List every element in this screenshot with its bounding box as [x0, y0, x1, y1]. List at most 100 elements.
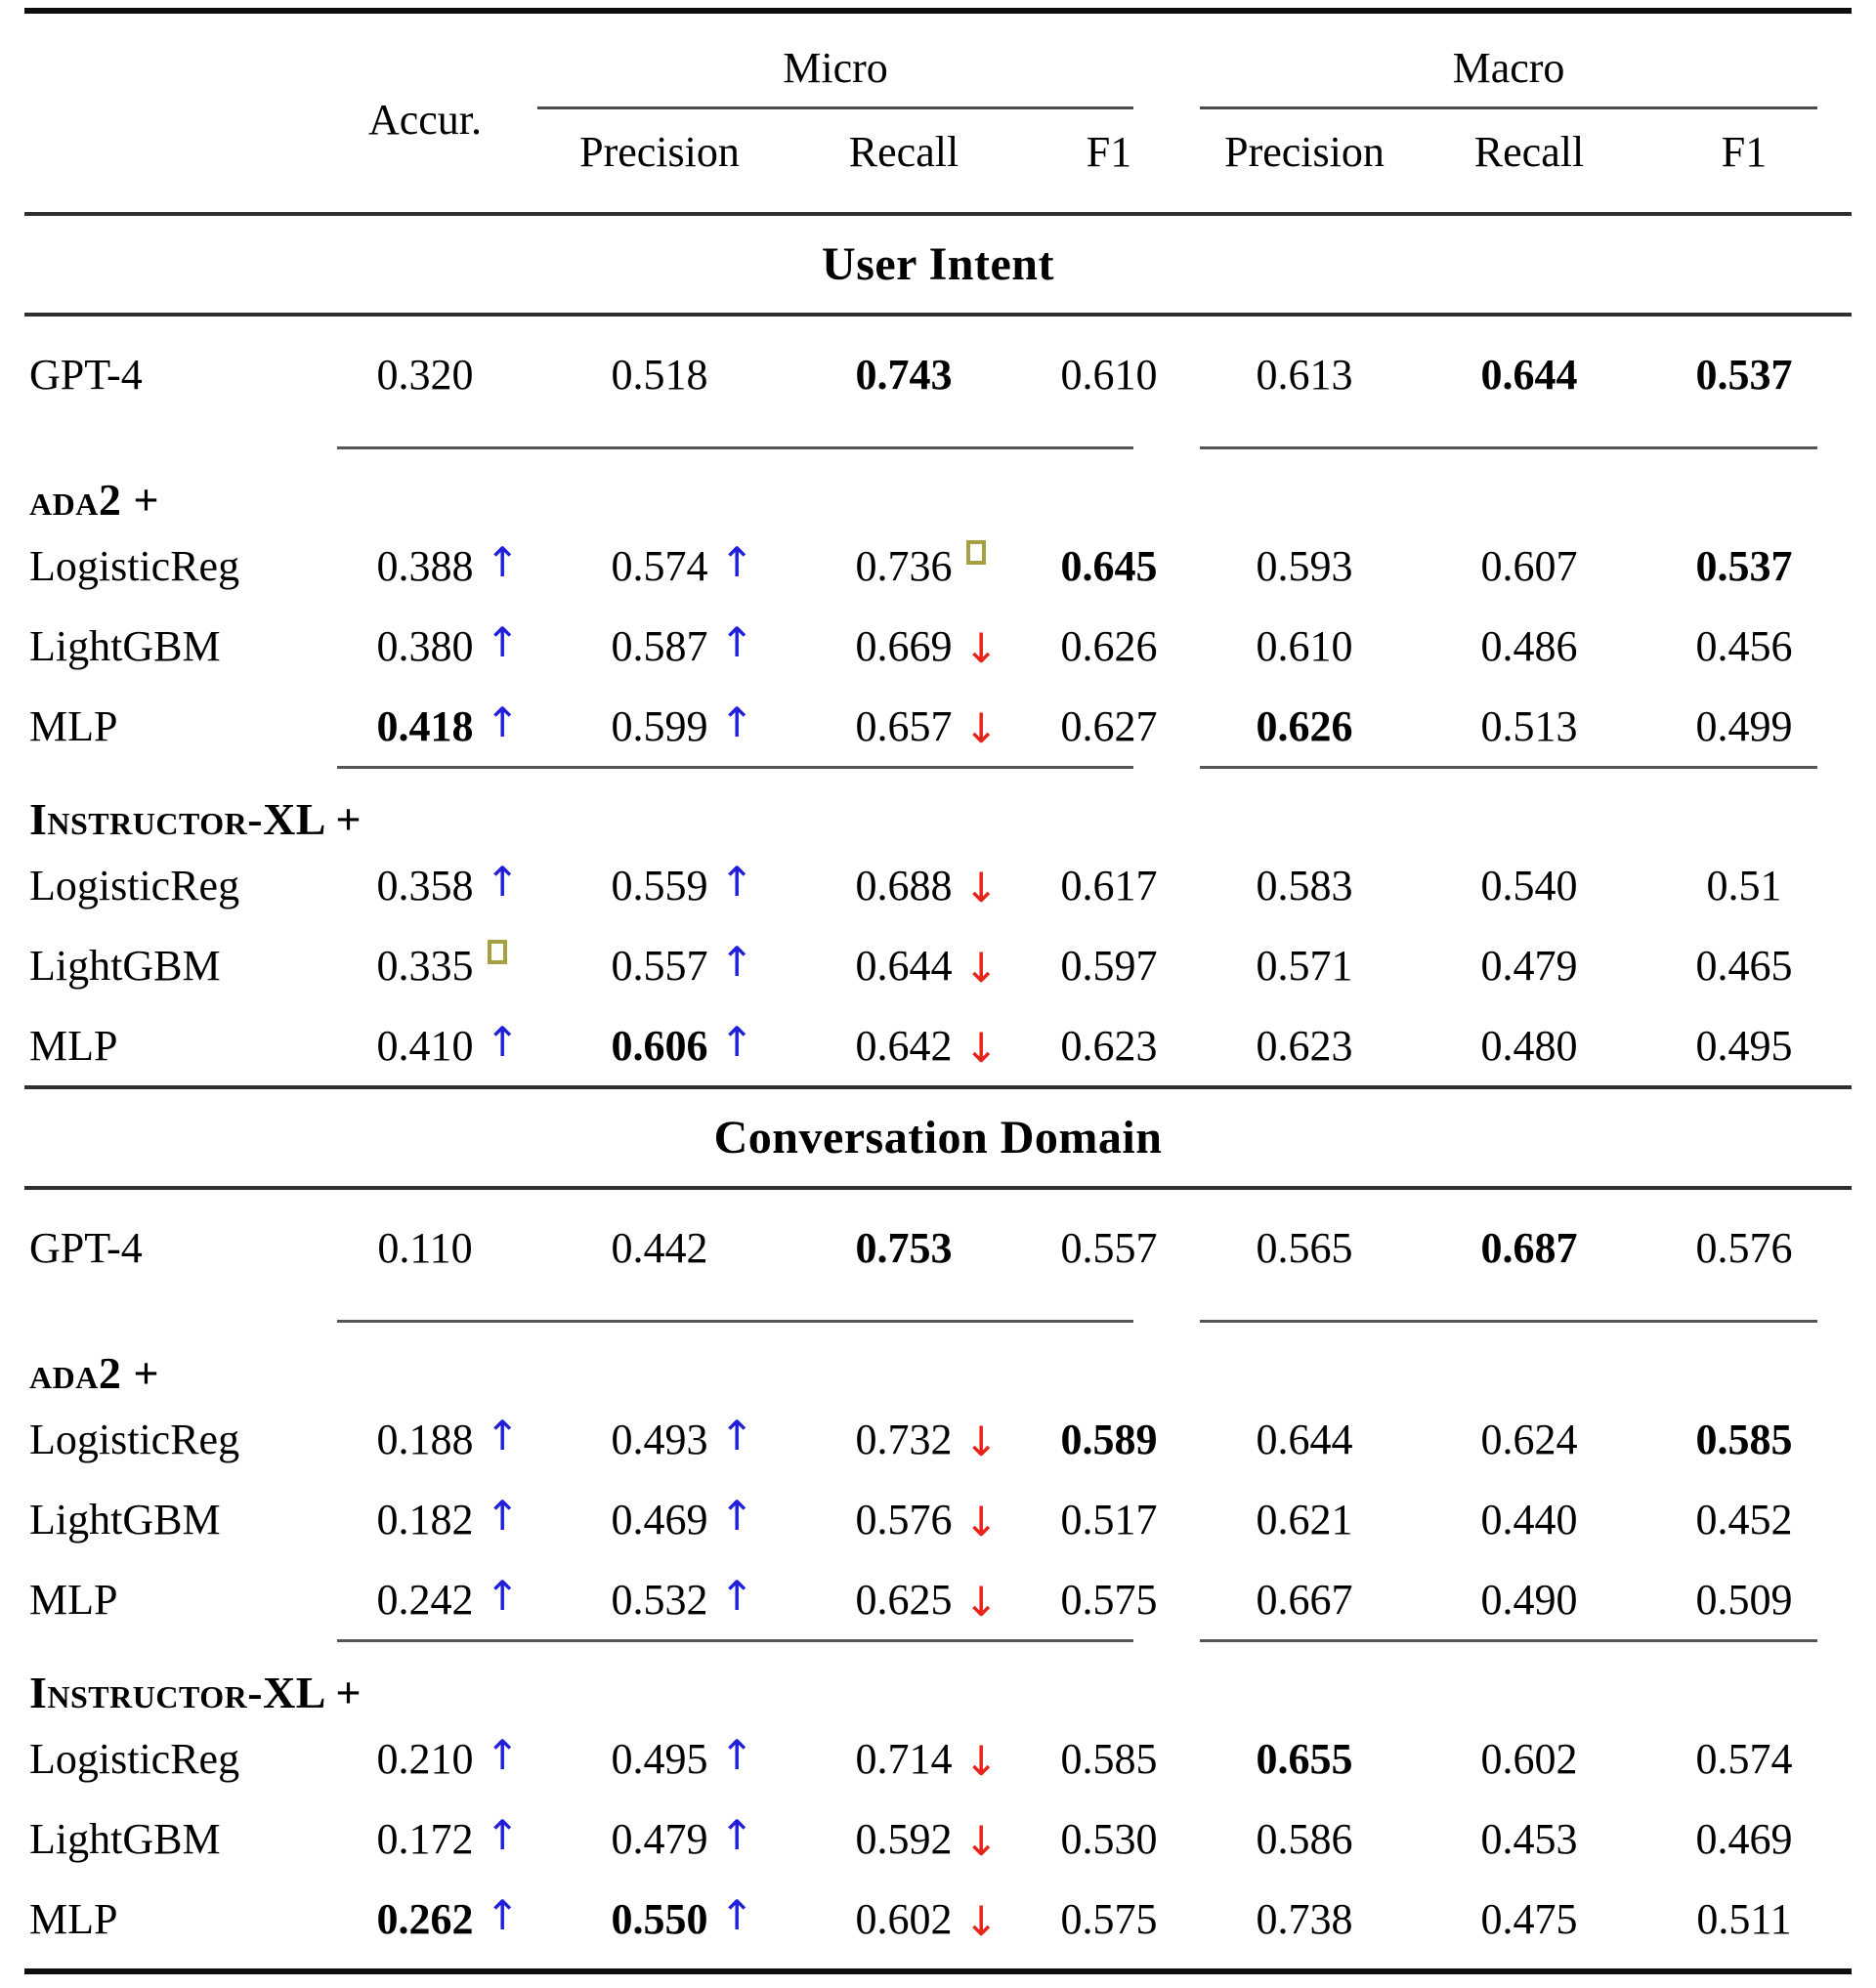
metric-value: 0.586	[1256, 1814, 1353, 1863]
col-header-macro-precision: Precision	[1224, 128, 1385, 176]
metric-value: 0.517	[1060, 1495, 1158, 1544]
metric-value: 0.575	[1060, 1894, 1158, 1943]
metric-value: 0.576	[1695, 1224, 1793, 1272]
metric-value: 0.530	[1060, 1814, 1158, 1863]
metric-cell: 0.607	[1417, 541, 1642, 591]
model-name: MLP	[29, 1021, 118, 1070]
metric-cell: 0.623	[1192, 1021, 1417, 1071]
model-name: GPT-4	[29, 1224, 143, 1272]
metric-cell: 0.532 ↑	[537, 1571, 782, 1625]
metric-cell: 0.642 ↓	[782, 1021, 1026, 1072]
cmidrule-left	[337, 1320, 1133, 1323]
up-arrow-icon: ↑	[719, 1890, 754, 1939]
metric-cell: 0.644	[1417, 350, 1642, 400]
metric-cell: 0.517	[1026, 1495, 1192, 1544]
group-label: ada2 +	[29, 1348, 160, 1398]
model-name: LightGBM	[29, 941, 221, 990]
up-arrow-icon: ↑	[485, 1810, 520, 1859]
table-row: MLP 0.418 ↑ 0.599 ↑ 0.657 ↓ 0.627 0.626 0.513 0.49…	[0, 686, 1876, 766]
metric-cell: 0.606 ↑	[537, 1018, 782, 1071]
cmidrule-left	[337, 766, 1133, 769]
metric-cell: 0.480	[1417, 1021, 1642, 1071]
metric-cell: 0.589	[1026, 1415, 1192, 1464]
metric-cell: 0.583	[1192, 861, 1417, 910]
metric-value: 0.388	[376, 541, 474, 590]
metric-cell: 0.418 ↑	[313, 698, 537, 751]
metric-cell: 0.587 ↑	[537, 618, 782, 671]
metric-value: 0.743	[855, 351, 953, 399]
metric-cell: 0.576	[1642, 1223, 1847, 1273]
metric-value: 0.688	[855, 861, 953, 909]
metric-value: 0.110	[377, 1224, 473, 1272]
metric-cell: 0.479 ↑	[537, 1810, 782, 1864]
table-row: MLP 0.410 ↑ 0.606 ↑ 0.642 ↓ 0.623 0.623 0.480 0.49…	[0, 1005, 1876, 1085]
metric-value: 0.655	[1256, 1734, 1353, 1783]
cmidrule-left	[337, 1639, 1133, 1642]
table-row: LogisticReg 0.388 ↑ 0.574 ↑ 0.736 0.645 0.593 0.…	[0, 526, 1876, 606]
up-arrow-icon: ↑	[485, 1730, 520, 1779]
metric-value: 0.188	[376, 1415, 474, 1463]
down-arrow-icon: ↓	[963, 703, 999, 752]
metric-cell: 0.513	[1417, 701, 1642, 751]
metric-cell: 0.667	[1192, 1575, 1417, 1625]
metric-cell: 0.456	[1642, 621, 1847, 671]
metric-value: 0.617	[1060, 861, 1158, 909]
group-label: ada2 +	[29, 475, 160, 525]
metric-cell: 0.565	[1192, 1223, 1417, 1273]
metric-value: 0.583	[1256, 861, 1353, 909]
model-name: LogisticReg	[29, 1415, 240, 1463]
metric-cell: 0.188 ↑	[313, 1412, 537, 1464]
model-name: LogisticReg	[29, 541, 240, 590]
metric-cell: 0.172 ↑	[313, 1810, 537, 1864]
metric-value: 0.585	[1060, 1734, 1158, 1783]
section-rule	[24, 1085, 1852, 1089]
model-name: LightGBM	[29, 1814, 221, 1863]
table-body: User Intent GPT-4 0.320 0.518 0.743 0.610 0.61…	[0, 212, 1876, 1959]
metric-value: 0.626	[1256, 701, 1353, 750]
up-arrow-icon: ↑	[485, 537, 520, 586]
section-title: User Intent	[822, 238, 1054, 290]
metric-cell: 0.617	[1026, 861, 1192, 910]
metric-value: 0.657	[855, 701, 953, 750]
metric-cell: 0.410 ↑	[313, 1018, 537, 1071]
metric-cell: 0.550 ↑	[537, 1890, 782, 1944]
metric-value: 0.736	[855, 541, 953, 590]
table-row: GPT-4 0.320 0.518 0.743 0.610 0.613 0.644 0.537	[0, 317, 1876, 446]
metric-value: 0.624	[1480, 1415, 1578, 1463]
metric-value: 0.493	[611, 1415, 708, 1463]
metric-cell: 0.358 ↑	[313, 858, 537, 910]
metric-cell: 0.493 ↑	[537, 1412, 782, 1464]
metric-cell: 0.714 ↓	[782, 1734, 1026, 1785]
metric-value: 0.480	[1480, 1021, 1578, 1070]
metric-value: 0.585	[1695, 1415, 1793, 1463]
up-arrow-icon: ↑	[485, 617, 520, 666]
no-change-square-icon	[965, 539, 986, 565]
metric-cell: 0.530	[1026, 1814, 1192, 1864]
metric-value: 0.645	[1060, 541, 1158, 590]
metric-value: 0.621	[1256, 1495, 1353, 1544]
metric-cell: 0.575	[1026, 1894, 1192, 1944]
model-name: LogisticReg	[29, 861, 240, 909]
metric-value: 0.550	[611, 1894, 708, 1943]
metric-cell: 0.453	[1417, 1814, 1642, 1864]
metric-value: 0.469	[1695, 1814, 1793, 1863]
metric-value: 0.607	[1480, 541, 1578, 590]
table-header: Accur. Micro Macro Precision Recall F1 P…	[0, 14, 1876, 212]
metric-value: 0.479	[1480, 941, 1578, 990]
up-arrow-icon: ↑	[719, 1571, 754, 1620]
section-rule	[24, 212, 1852, 216]
metric-cell: 0.599 ↑	[537, 698, 782, 751]
metric-value: 0.479	[611, 1814, 708, 1863]
down-arrow-icon: ↓	[963, 1417, 999, 1465]
up-arrow-icon: ↑	[719, 1810, 754, 1859]
metric-cell: 0.688 ↓	[782, 861, 1026, 911]
table-row: MLP 0.242 ↑ 0.532 ↑ 0.625 ↓ 0.575 0.667 0.490 0.50…	[0, 1559, 1876, 1639]
metric-cell: 0.442	[537, 1223, 782, 1273]
metric-value: 0.613	[1256, 351, 1353, 399]
metric-value: 0.320	[376, 351, 474, 399]
metric-value: 0.440	[1480, 1495, 1578, 1544]
metric-cell: 0.597	[1026, 941, 1192, 991]
metric-cell: 0.335	[313, 939, 537, 991]
metric-value: 0.732	[855, 1415, 953, 1463]
group-label: Instructor-XL +	[29, 1668, 362, 1717]
